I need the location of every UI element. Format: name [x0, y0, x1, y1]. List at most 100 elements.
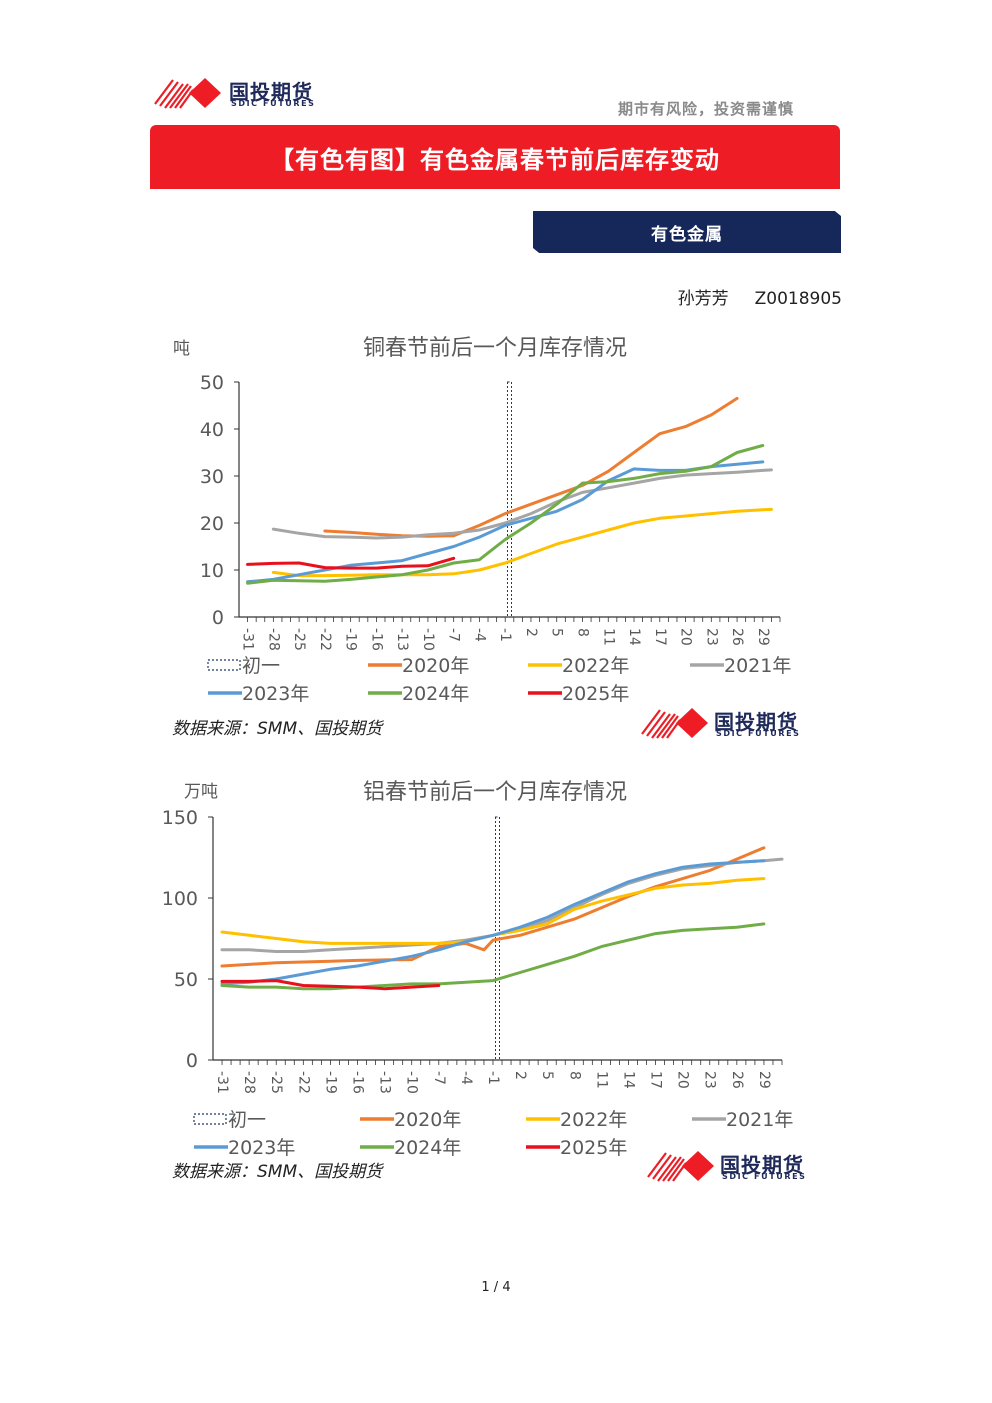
aluminium-x-tick-label: -4 — [458, 1071, 474, 1085]
copper-legend-swatch — [207, 659, 241, 671]
aluminium-series-2023 — [220, 859, 766, 986]
aluminium-series-2022 — [220, 877, 766, 945]
copper-x-tick-label: 23 — [703, 628, 719, 646]
category-tag: 有色金属 — [533, 211, 841, 253]
copper-series-2022 — [271, 507, 773, 578]
report-title: 【有色有图】有色金属春节前后库存变动 — [270, 145, 720, 174]
aluminium-x-tick-label: 14 — [620, 1071, 636, 1089]
copper-x-tick-label: -19 — [343, 628, 359, 651]
risk-slogan: 期市有风险，投资需谨慎 — [617, 100, 794, 118]
aluminium-x-tick-label: -31 — [214, 1071, 230, 1094]
source-logo-en-2: SDIC FUTURES — [722, 1172, 807, 1181]
aluminium-x-tick-label: 20 — [675, 1071, 691, 1089]
aluminium-series-2025 — [220, 979, 441, 991]
aluminium-x-tick-label: 17 — [648, 1071, 664, 1089]
aluminium-x-tick-label: -7 — [431, 1071, 447, 1085]
copper-y-tick-label: 30 — [200, 466, 224, 488]
source-logo-en-1: SDIC FUTURES — [716, 729, 801, 738]
copper-chart-unit: 吨 — [173, 339, 190, 359]
copper-legend-label: 2020年 — [402, 655, 469, 677]
author-id: Z0018905 — [754, 289, 842, 309]
copper-y-tick-label: 20 — [200, 513, 224, 535]
aluminium-data-source: 数据来源：SMM、国投期货 — [172, 1162, 383, 1182]
copper-x-tick-label: -7 — [446, 628, 462, 642]
aluminium-x-tick-label: -28 — [241, 1071, 257, 1094]
copper-y-tick-label: 50 — [200, 372, 224, 394]
copper-x-tick-label: -4 — [471, 628, 487, 642]
copper-x-tick-label: 11 — [600, 628, 616, 646]
aluminium-y-tick-label: 100 — [162, 888, 198, 910]
aluminium-x-tick-label: 8 — [566, 1071, 582, 1080]
copper-legend-label: 2023年 — [242, 683, 309, 705]
copper-x-tick-label: -28 — [265, 628, 281, 651]
aluminium-x-tick-label: 11 — [593, 1071, 609, 1089]
aluminium-series-2020 — [220, 846, 766, 968]
aluminium-legend-label: 2024年 — [394, 1137, 461, 1159]
copper-x-tick-label: 26 — [729, 628, 745, 646]
aluminium-y-tick-label: 150 — [162, 807, 198, 829]
aluminium-x-tick-label: -25 — [268, 1071, 284, 1094]
copper-legend-label: 2025年 — [562, 683, 629, 705]
copper-series-2021 — [271, 468, 773, 540]
aluminium-x-tick-label: 26 — [729, 1071, 745, 1089]
copper-y-tick-label: 40 — [200, 419, 224, 441]
aluminium-x-tick-label: 29 — [756, 1071, 772, 1089]
category-label: 有色金属 — [651, 224, 723, 245]
aluminium-x-tick-label: -10 — [404, 1071, 420, 1094]
copper-data-source: 数据来源：SMM、国投期货 — [172, 719, 383, 739]
author-line: 孙芳芳 Z0018905 — [678, 284, 842, 309]
aluminium-legend-label: 2025年 — [560, 1137, 627, 1159]
company-logo-mark — [153, 74, 225, 112]
copper-y-tick-label: 10 — [200, 560, 224, 582]
aluminium-x-tick-label: 2 — [512, 1071, 528, 1080]
aluminium-x-tick-label: 5 — [539, 1071, 555, 1080]
aluminium-y-tick-label: 50 — [174, 969, 198, 991]
source-logo-cn-2: 国投期货 — [720, 1153, 804, 1177]
copper-x-tick-label: -31 — [240, 628, 256, 651]
aluminium-chart-title: 铝春节前后一个月库存情况 — [362, 780, 627, 805]
copper-legend-label: 2022年 — [562, 655, 629, 677]
source-logo-mark-2 — [647, 1151, 714, 1182]
copper-x-tick-label: -1 — [497, 628, 513, 642]
aluminium-x-tick-label: -22 — [295, 1071, 311, 1094]
copper-x-tick-label: -16 — [368, 628, 384, 651]
source-logo-cn-1: 国投期货 — [714, 710, 798, 734]
aluminium-y-tick-label: 0 — [186, 1050, 198, 1072]
copper-x-tick-label: 29 — [755, 628, 771, 646]
copper-series-2024 — [246, 444, 765, 585]
aluminium-series-2024 — [220, 922, 766, 991]
page-number: 1 / 4 — [481, 1280, 511, 1295]
copper-series-2025 — [246, 556, 456, 570]
copper-x-tick-label: 5 — [549, 628, 565, 637]
aluminium-legend-label: 2022年 — [560, 1109, 627, 1131]
copper-chart-title: 铜春节前后一个月库存情况 — [362, 336, 627, 361]
logo-text-cn: 国投期货 — [229, 80, 313, 104]
report-title-banner: 【有色有图】有色金属春节前后库存变动 — [150, 125, 840, 189]
copper-new-year-marker — [507, 381, 512, 618]
aluminium-legend-label: 2021年 — [726, 1109, 793, 1131]
copper-x-tick-label: 14 — [626, 628, 642, 646]
aluminium-legend-label: 初一 — [228, 1109, 266, 1131]
copper-x-tick-label: 2 — [523, 628, 539, 637]
copper-legend-label: 2021年 — [724, 655, 791, 677]
aluminium-x-tick-label: -13 — [377, 1071, 393, 1094]
copper-x-tick-label: -13 — [394, 628, 410, 651]
copper-series-2020 — [323, 396, 739, 538]
aluminium-legend-label: 2023年 — [228, 1137, 295, 1159]
copper-x-tick-label: -22 — [317, 628, 333, 651]
source-logo-mark-1 — [641, 708, 708, 739]
copper-legend-label: 2024年 — [402, 683, 469, 705]
copper-x-tick-label: -10 — [420, 628, 436, 651]
copper-x-tick-label: 8 — [574, 628, 590, 637]
copper-x-tick-label: 17 — [652, 628, 668, 646]
aluminium-x-tick-label: 23 — [702, 1071, 718, 1089]
aluminium-x-tick-label: -1 — [485, 1071, 501, 1085]
aluminium-chart-unit: 万吨 — [184, 782, 218, 802]
aluminium-x-tick-label: -16 — [350, 1071, 366, 1094]
logo-text-en: SDIC FUTURES — [231, 99, 316, 108]
copper-x-tick-label: 20 — [678, 628, 694, 646]
copper-legend-label: 初一 — [242, 655, 280, 677]
copper-x-tick-label: -25 — [291, 628, 307, 651]
